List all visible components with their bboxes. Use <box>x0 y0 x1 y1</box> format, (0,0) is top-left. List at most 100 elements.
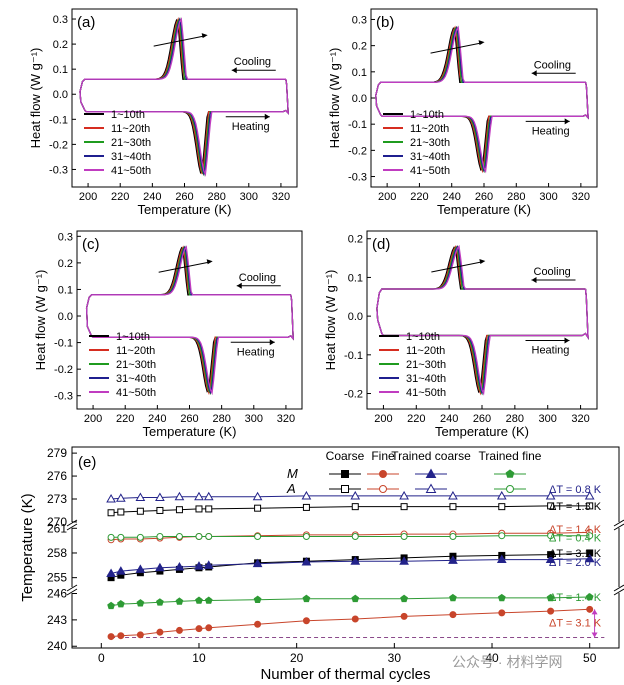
legend-entry: 41~50th <box>410 165 450 177</box>
panel-label: (b) <box>376 14 394 31</box>
data-point <box>547 502 555 510</box>
data-point <box>341 470 349 478</box>
cooling-arrowhead <box>531 277 537 284</box>
data-point <box>117 508 125 516</box>
x-tick-label: 20 <box>290 651 304 665</box>
y-tick-label: -0.1 <box>344 350 363 362</box>
x-tick-label: 200 <box>84 413 102 425</box>
series-line-5 <box>85 245 294 396</box>
panel-c-dsc-chart: 200 220 240 260 280 300 320 -0.3 -0.2 -0.1 0.0 0.1 0… <box>33 230 303 439</box>
data-point <box>498 503 506 511</box>
data-point <box>449 503 457 511</box>
data-point <box>585 592 594 601</box>
x-tick-label: 50 <box>583 651 597 665</box>
y-tick-label: 0.1 <box>58 284 73 296</box>
x-tick-label: 0 <box>98 651 105 665</box>
x-tick-label: 200 <box>79 191 97 203</box>
data-point <box>136 631 144 639</box>
axis-break-mark <box>66 584 78 592</box>
data-point <box>505 469 515 478</box>
legend-column-header: Coarse <box>326 449 365 463</box>
y-tick-label: 270 <box>47 515 67 529</box>
delta-t-annotation: ΔT = 1.4 K <box>549 524 602 536</box>
data-point <box>586 532 594 540</box>
data-point <box>302 594 311 603</box>
data-point <box>425 468 437 478</box>
data-point <box>301 490 312 500</box>
legend-entry: 1~10th <box>410 109 444 121</box>
series-line-2 <box>375 25 589 174</box>
x-tick-label: 40 <box>485 651 499 665</box>
data-point <box>400 533 408 541</box>
y-axis-label: Temperature (K) <box>19 493 36 601</box>
y-tick-label: 0.2 <box>58 258 73 270</box>
y-tick-label: 255 <box>47 571 67 585</box>
axis-break-mark <box>613 519 624 527</box>
y-tick-label: 243 <box>47 613 67 627</box>
legend-row-label: M <box>287 466 298 481</box>
data-point <box>351 615 359 623</box>
data-point <box>194 561 204 570</box>
data-point <box>252 558 263 568</box>
cooling-arrowhead <box>531 70 537 77</box>
y-tick-label: -0.2 <box>54 364 73 376</box>
delta-arrowhead <box>591 632 598 638</box>
axis-break-gap <box>67 522 77 528</box>
data-point <box>399 490 409 500</box>
y-tick-label: 261 <box>47 521 67 535</box>
x-tick-label: 220 <box>410 191 428 203</box>
data-point <box>449 611 457 619</box>
data-point <box>448 490 458 500</box>
shift-arrowhead <box>201 33 208 39</box>
legend-entry: 11~20th <box>111 123 150 135</box>
y-tick-label: -0.1 <box>49 114 68 126</box>
y-tick-label: 273 <box>47 492 67 506</box>
data-point <box>195 533 203 541</box>
data-point <box>106 568 116 578</box>
y-tick-label: 0.1 <box>53 64 68 76</box>
x-tick-label: 220 <box>407 413 425 425</box>
data-point <box>302 617 310 625</box>
data-point <box>203 491 214 501</box>
data-point <box>547 607 555 615</box>
legend-entry: 31~40th <box>406 373 446 385</box>
data-point <box>496 554 507 564</box>
x-tick-label: 200 <box>374 413 392 425</box>
x-tick-label: 240 <box>143 191 161 203</box>
legend-row-label: A <box>286 481 296 496</box>
axis-break-mark <box>66 519 78 527</box>
y-tick-label: 0.2 <box>348 234 363 246</box>
x-tick-label: 320 <box>572 191 590 203</box>
data-point <box>156 598 164 606</box>
data-point <box>545 554 556 564</box>
data-point <box>194 491 204 501</box>
data-point <box>203 560 214 569</box>
panel-a-dsc-chart: 200 220 240 260 280 300 320 -0.3 -0.2 -0.1 0.0 0.1 0… <box>28 8 298 217</box>
x-tick-label: 300 <box>539 413 557 425</box>
axis-break-gap <box>614 587 624 593</box>
delta-t-annotation: ΔT = 1.4 K <box>549 592 602 604</box>
heating-arrowhead <box>264 113 270 120</box>
data-point <box>107 601 115 610</box>
y-axis-label: Heat flow (W g⁻¹) <box>33 270 48 371</box>
data-point <box>204 596 213 604</box>
data-point <box>155 562 165 572</box>
data-point <box>586 605 594 613</box>
x-tick-label: 320 <box>272 191 290 203</box>
data-point <box>175 597 184 605</box>
data-point <box>351 594 360 603</box>
data-point <box>107 533 115 541</box>
panel-label: (e) <box>78 454 96 471</box>
y-tick-label: 0.1 <box>348 272 363 284</box>
y-tick-label: 0.2 <box>53 39 68 51</box>
data-point <box>254 533 262 541</box>
x-tick-label: 10 <box>192 651 206 665</box>
x-tick-label: 260 <box>473 413 491 425</box>
delta-t-annotation: ΔT = 3.1 K <box>549 618 602 630</box>
axis-break-gap <box>614 522 624 528</box>
x-axis-label: Temperature (K) <box>143 424 237 439</box>
y-tick-label: 0.0 <box>352 93 367 105</box>
y-tick-label: -0.1 <box>54 338 73 350</box>
